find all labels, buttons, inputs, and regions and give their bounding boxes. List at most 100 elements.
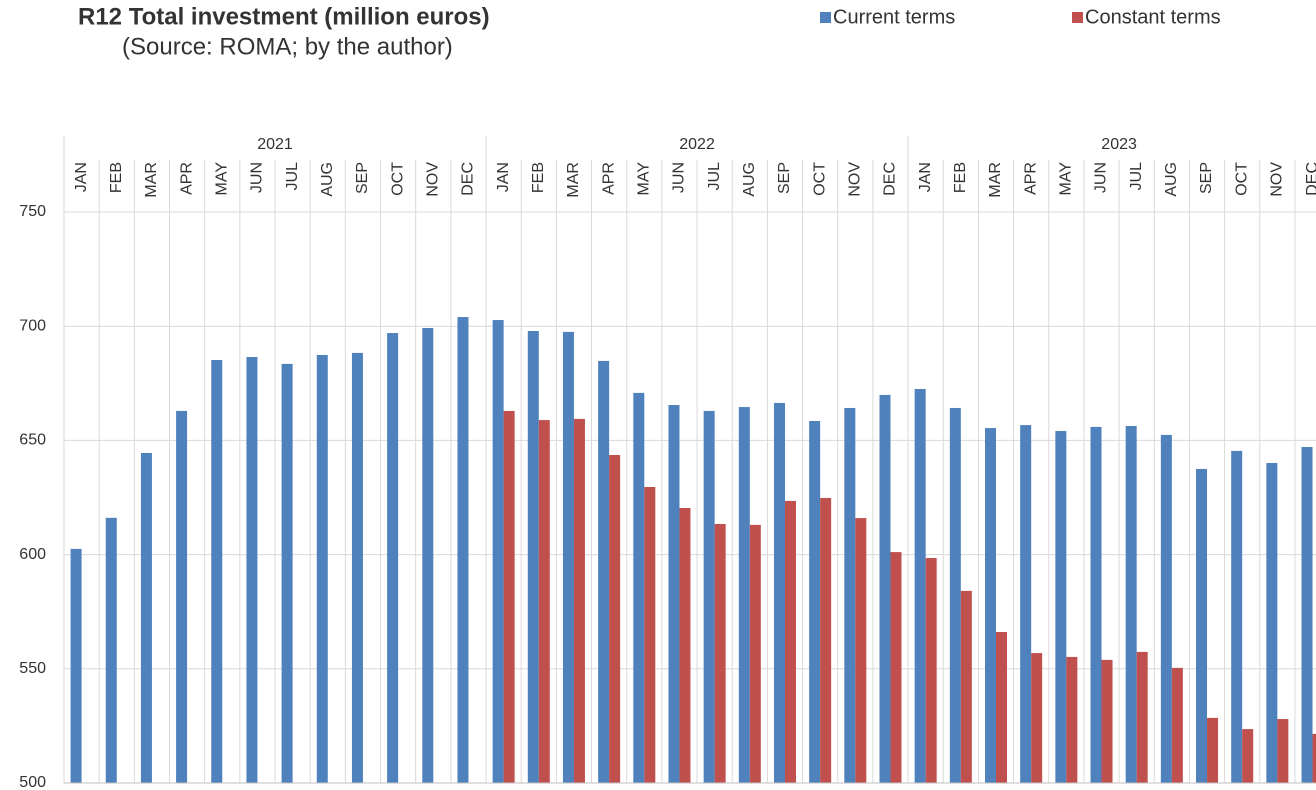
bar bbox=[844, 407, 856, 783]
bar bbox=[457, 317, 469, 783]
x-tick-label: AUG bbox=[319, 162, 336, 197]
x-tick-label: DEC bbox=[882, 162, 899, 196]
bar bbox=[1196, 468, 1208, 783]
x-tick-label: SEP bbox=[1198, 162, 1215, 194]
bar bbox=[140, 452, 152, 783]
bar bbox=[960, 590, 972, 783]
x-tick-label: MAY bbox=[213, 162, 230, 196]
bar bbox=[855, 518, 867, 783]
x-tick-label: MAR bbox=[987, 162, 1004, 198]
bar bbox=[809, 420, 821, 783]
bar bbox=[422, 328, 434, 783]
x-tick-label: JAN bbox=[495, 162, 512, 192]
bar bbox=[985, 428, 997, 783]
y-tick-label: 550 bbox=[19, 660, 46, 677]
bar bbox=[503, 410, 515, 783]
bar bbox=[879, 394, 891, 783]
bar bbox=[1101, 659, 1113, 783]
legend-label: Current terms bbox=[833, 6, 955, 28]
bar bbox=[1207, 717, 1219, 783]
x-tick-label: NOV bbox=[425, 162, 442, 197]
x-tick-label: NOV bbox=[1269, 162, 1286, 197]
x-tick-label: OCT bbox=[811, 162, 828, 196]
bar bbox=[644, 486, 656, 783]
x-tick-label: JAN bbox=[73, 162, 90, 192]
bar bbox=[211, 360, 223, 783]
bar bbox=[1301, 447, 1313, 783]
x-tick-label: JUN bbox=[249, 162, 266, 193]
x-tick-label: NOV bbox=[847, 162, 864, 197]
x-tick-label: FEB bbox=[952, 162, 969, 193]
bar bbox=[914, 389, 926, 783]
bar bbox=[1312, 733, 1316, 783]
x-tick-label: OCT bbox=[389, 162, 406, 196]
x-tick-label: FEB bbox=[530, 162, 547, 193]
legend-swatch bbox=[1072, 12, 1083, 23]
bar bbox=[1090, 426, 1102, 783]
x-tick-label: AUG bbox=[1163, 162, 1180, 197]
x-tick-label: JAN bbox=[917, 162, 934, 192]
bar bbox=[351, 352, 363, 783]
bar bbox=[527, 330, 539, 783]
bar bbox=[890, 552, 902, 783]
legend-label: Constant terms bbox=[1085, 6, 1221, 28]
x-tick-label: JUN bbox=[1093, 162, 1110, 193]
bar bbox=[749, 524, 761, 783]
x-tick-label: DEC bbox=[1304, 162, 1316, 196]
year-label: 2021 bbox=[257, 136, 293, 153]
x-tick-label: MAY bbox=[636, 162, 653, 196]
bar bbox=[679, 508, 691, 783]
y-tick-label: 700 bbox=[19, 317, 46, 334]
y-tick-label: 500 bbox=[19, 774, 46, 790]
y-tick-label: 650 bbox=[19, 432, 46, 449]
bar bbox=[784, 500, 796, 783]
x-tick-label: APR bbox=[178, 162, 195, 195]
year-label: 2023 bbox=[1101, 136, 1137, 153]
bar bbox=[633, 392, 645, 783]
bar bbox=[598, 360, 610, 783]
x-tick-label: MAY bbox=[1058, 162, 1075, 196]
bar bbox=[1066, 656, 1078, 783]
bar bbox=[1171, 667, 1183, 783]
bar bbox=[714, 523, 726, 783]
bar bbox=[1136, 651, 1148, 783]
bar bbox=[1031, 653, 1043, 783]
bar bbox=[246, 357, 258, 783]
bar bbox=[703, 410, 715, 783]
bar bbox=[538, 420, 550, 783]
bar bbox=[105, 517, 117, 783]
bar bbox=[1277, 719, 1289, 783]
x-tick-label: APR bbox=[600, 162, 617, 195]
x-tick-label: JUL bbox=[284, 162, 301, 191]
bar bbox=[925, 558, 937, 783]
x-tick-label: OCT bbox=[1233, 162, 1250, 196]
bar bbox=[281, 363, 293, 783]
x-tick-label: SEP bbox=[776, 162, 793, 194]
x-tick-label: SEP bbox=[354, 162, 371, 194]
x-tick-label: MAR bbox=[143, 162, 160, 198]
x-tick-label: FEB bbox=[108, 162, 125, 193]
bar bbox=[492, 320, 504, 783]
bar bbox=[668, 404, 680, 783]
bar bbox=[609, 455, 621, 783]
bar bbox=[1160, 434, 1172, 783]
year-label: 2022 bbox=[679, 136, 715, 153]
bar bbox=[1020, 425, 1032, 783]
bar bbox=[1055, 431, 1067, 783]
x-tick-label: DEC bbox=[460, 162, 477, 196]
x-tick-label: JUL bbox=[1128, 162, 1145, 191]
bar bbox=[573, 418, 585, 783]
x-tick-label: AUG bbox=[741, 162, 758, 197]
x-tick-label: APR bbox=[1022, 162, 1039, 195]
x-tick-label: JUN bbox=[671, 162, 688, 193]
bar bbox=[1242, 729, 1254, 783]
bar bbox=[387, 333, 399, 783]
bar bbox=[820, 497, 832, 783]
bar bbox=[1125, 426, 1137, 783]
bar bbox=[176, 410, 188, 783]
x-tick-label: JUL bbox=[706, 162, 723, 191]
legend-swatch bbox=[820, 12, 831, 23]
bar bbox=[996, 632, 1008, 783]
bar bbox=[738, 407, 750, 783]
